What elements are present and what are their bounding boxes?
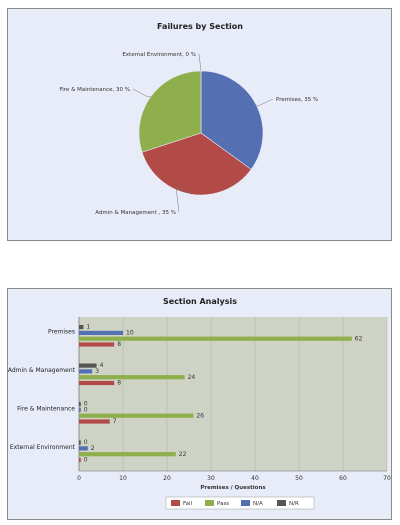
bar-value-label: 24 [188,374,196,381]
bar-fail [79,457,81,463]
bar-value-label: 2 [91,445,95,452]
legend-label: N/A [253,501,263,507]
bar-chart-panel: Section Analysis 0 10 20 30 40 50 60 70 Premises … [7,288,392,520]
pie-slice-label: Fire & Maintenance, 30 % [60,87,131,93]
x-tick-label: 60 [339,475,347,482]
pie-slice-label: External Environment, 0 % [122,52,196,58]
bar-n-a [79,369,93,374]
bar-fail [79,380,115,386]
category-label: Fire & Maintenance [17,406,75,413]
chart-title: Section Analysis [163,297,237,306]
bar-fail [79,419,110,424]
pie-slice-label: Premises, 35 % [276,97,318,103]
legend-swatch [241,500,250,506]
x-tick-label: 50 [295,475,303,482]
x-tick-label: 20 [163,475,171,482]
bar-n-r [79,325,84,330]
bar-n-a [79,407,81,412]
legend-swatch [205,500,214,506]
category-label: External Environment [10,444,76,451]
category-label: Admin & Management [8,367,76,374]
pie-label-connector [256,98,274,107]
pie-label-connector [175,186,192,213]
bar-value-label: 0 [84,401,88,408]
bar-value-label: 0 [84,407,88,414]
pie-label-connector [198,53,202,72]
chart-title: Failures by Section [157,22,243,31]
x-tick-label: 30 [207,475,215,482]
pie-slice-label: Admin & Management , 35 % [95,210,176,216]
x-tick-label: 70 [383,475,391,482]
pie-chart: Failures by Section External Environment,… [60,22,319,216]
legend-label: N/R [289,501,299,507]
pie-slice-fire-maintenance [138,70,202,153]
x-tick-label: 40 [251,475,259,482]
category-label: Premises [48,329,75,336]
bar-value-label: 26 [196,412,204,419]
bar-value-label: 10 [126,330,134,337]
bar-value-label: 8 [117,380,121,387]
bar-pass [79,413,194,418]
legend-label: Pass [217,501,229,507]
x-tick-label: 10 [119,475,127,482]
legend-label: Fail [183,501,193,507]
bar-value-label: 0 [84,439,88,446]
bar-value-label: 22 [179,451,187,458]
bar-fail [79,342,115,347]
pie-label-connector [132,88,151,98]
bar-n-a [79,330,123,335]
pie-slice-premises [200,70,264,170]
plot-area [79,317,387,471]
bar-value-label: 7 [113,418,117,425]
bar-pass [79,375,185,380]
bar-value-label: 0 [84,457,88,464]
bar-value-label: 8 [117,341,121,348]
bar-n-r [79,363,97,368]
bar-value-label: 4 [100,362,104,369]
bar-value-label: 62 [355,335,363,342]
x-axis-title: Premises / Questions [200,485,266,491]
pie-chart-panel: Failures by Section External Environment,… [7,8,392,241]
x-tick-label: 0 [77,475,81,482]
bar-n-r [79,440,81,445]
bar-n-a [79,446,88,451]
bar-value-label: 1 [86,324,90,331]
bar-pass [79,336,352,341]
legend-swatch [277,500,286,506]
bar-pass [79,452,176,457]
legend-swatch [171,500,180,506]
bar-value-label: 3 [95,368,99,375]
bar-n-r [79,402,81,407]
